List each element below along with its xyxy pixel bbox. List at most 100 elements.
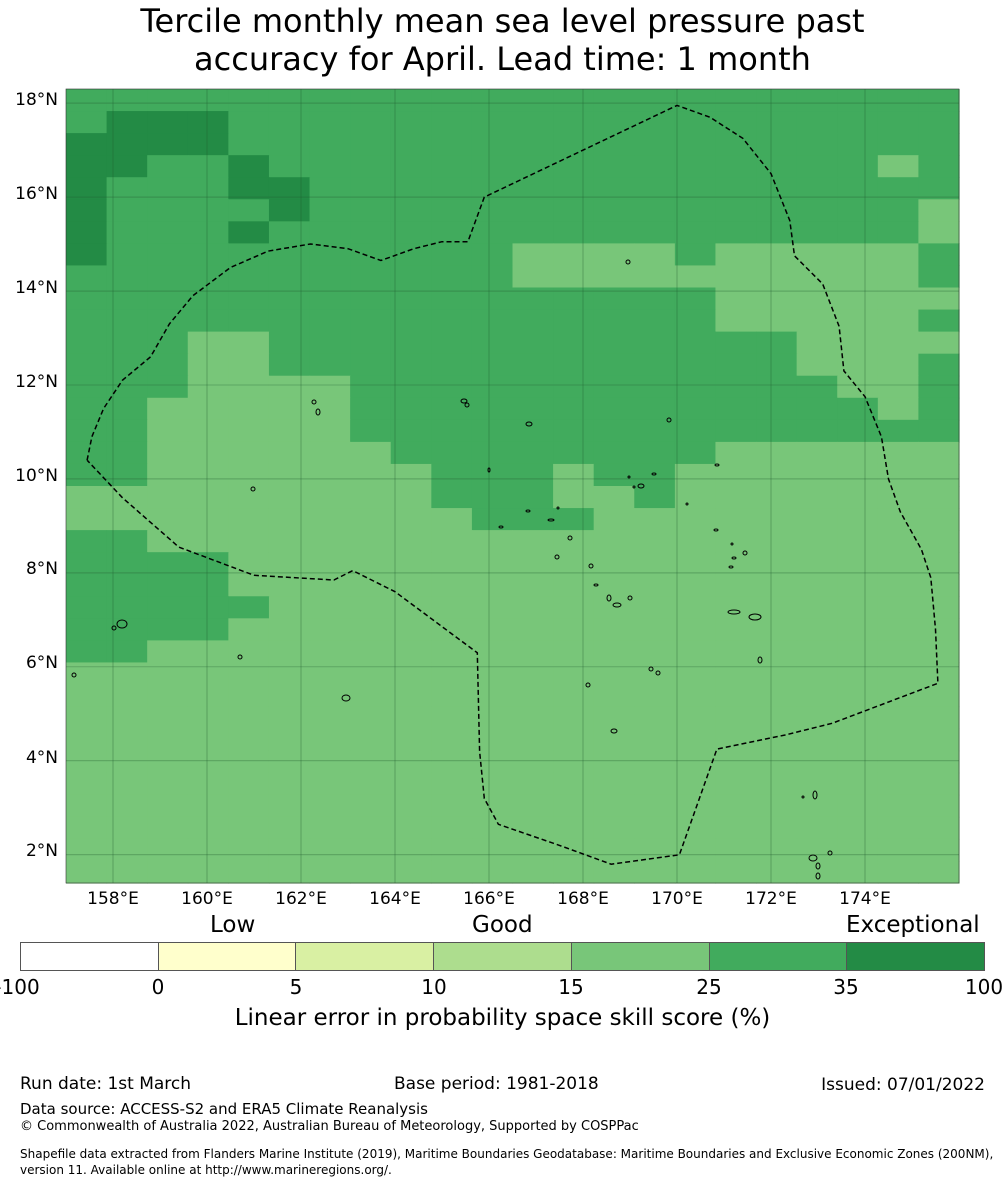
- lat-tick-label: 16°N: [15, 184, 58, 204]
- lat-tick-label: 12°N: [15, 372, 58, 392]
- skill-cell: [553, 133, 595, 156]
- skill-cell: [106, 684, 148, 708]
- skill-cell: [634, 838, 676, 862]
- skill-cell: [431, 530, 473, 553]
- skill-cell: [837, 574, 879, 597]
- skill-cell: [837, 243, 879, 267]
- skill-cell: [268, 860, 311, 884]
- skill-cell: [309, 463, 351, 487]
- skill-cell: [106, 265, 148, 289]
- skill-cell: [553, 728, 595, 752]
- skill-cell: [756, 750, 798, 774]
- skill-cell: [674, 133, 717, 156]
- skill-cell: [837, 419, 879, 443]
- skill-cell: [66, 794, 108, 818]
- skill-cell: [228, 706, 270, 730]
- skill-cell: [147, 397, 189, 421]
- skill-cell: [268, 375, 311, 399]
- skill-cell: [918, 772, 960, 796]
- skill-cell: [147, 177, 189, 200]
- skill-cell: [350, 706, 392, 730]
- skill-cell: [877, 574, 920, 597]
- skill-cell: [918, 177, 960, 200]
- skill-cell: [837, 441, 879, 465]
- skill-cell: [66, 530, 108, 553]
- skill-cell: [309, 838, 351, 862]
- skill-cell: [837, 838, 879, 862]
- skill-cell: [837, 199, 879, 222]
- skill-cell: [431, 463, 473, 487]
- skill-cell: [66, 177, 108, 200]
- skill-cell: [471, 441, 514, 465]
- skill-cell: [674, 750, 717, 774]
- skill-cell: [837, 816, 879, 840]
- skill-cell: [228, 463, 270, 487]
- skill-cell: [918, 353, 960, 377]
- skill-cell: [634, 331, 676, 355]
- skill-cell: [471, 287, 514, 311]
- skill-cell: [715, 728, 757, 752]
- skill-cell: [715, 662, 757, 686]
- skill-cell: [877, 706, 920, 730]
- skill-cell: [268, 530, 311, 553]
- skill-cell: [674, 552, 717, 575]
- skill-cell: [431, 199, 473, 222]
- skill-cell: [756, 331, 798, 355]
- skill-cell: [837, 331, 879, 355]
- skill-cell: [674, 662, 717, 686]
- island-outline: [827, 850, 833, 856]
- skill-cell: [187, 530, 229, 553]
- skill-cell: [553, 618, 595, 641]
- skill-cell: [309, 772, 351, 796]
- island-outline: [757, 656, 763, 664]
- skill-cell: [715, 199, 757, 222]
- skill-cell: [918, 463, 960, 487]
- skill-cell: [512, 199, 554, 222]
- skill-cell: [431, 728, 473, 752]
- colorbar-segment: [434, 943, 572, 970]
- skill-cell: [390, 243, 432, 267]
- category-label-good: Good: [472, 912, 533, 938]
- island-outline: [556, 506, 560, 510]
- skill-cell: [147, 265, 189, 289]
- skill-cell: [106, 838, 148, 862]
- skill-cell: [471, 574, 514, 597]
- skill-cell: [593, 397, 635, 421]
- skill-cell: [147, 574, 189, 597]
- skill-cell: [796, 177, 838, 200]
- skill-cell: [268, 794, 311, 818]
- skill-cell: [756, 397, 798, 421]
- island-outline: [606, 594, 612, 602]
- skill-cell: [877, 155, 920, 178]
- skill-cell: [106, 177, 148, 200]
- skill-cell: [512, 618, 554, 641]
- skill-cell: [837, 375, 879, 399]
- skill-cell: [796, 816, 838, 840]
- skill-cell: [512, 838, 554, 862]
- skill-cell: [228, 177, 270, 200]
- skill-cell: [66, 706, 108, 730]
- skill-cell: [187, 640, 229, 664]
- skill-cell: [309, 486, 351, 509]
- island-outline: [627, 475, 631, 479]
- skill-cell: [918, 816, 960, 840]
- island-outline: [311, 399, 317, 405]
- skill-cell: [268, 750, 311, 774]
- island-outline: [815, 872, 821, 880]
- skill-cell: [593, 684, 635, 708]
- skill-cell: [187, 816, 229, 840]
- skill-cell: [147, 816, 189, 840]
- skill-cell: [228, 199, 270, 222]
- island-outline: [588, 563, 594, 569]
- skill-cell: [66, 133, 108, 156]
- skill-cell: [268, 243, 311, 267]
- skill-cell: [147, 662, 189, 686]
- skill-cell: [512, 772, 554, 796]
- skill-cell: [106, 552, 148, 575]
- skill-cell: [350, 684, 392, 708]
- skill-cell: [268, 111, 311, 134]
- skill-cell: [268, 441, 311, 465]
- skill-cell: [918, 221, 960, 244]
- island-outline: [487, 467, 491, 473]
- skill-cell: [756, 353, 798, 377]
